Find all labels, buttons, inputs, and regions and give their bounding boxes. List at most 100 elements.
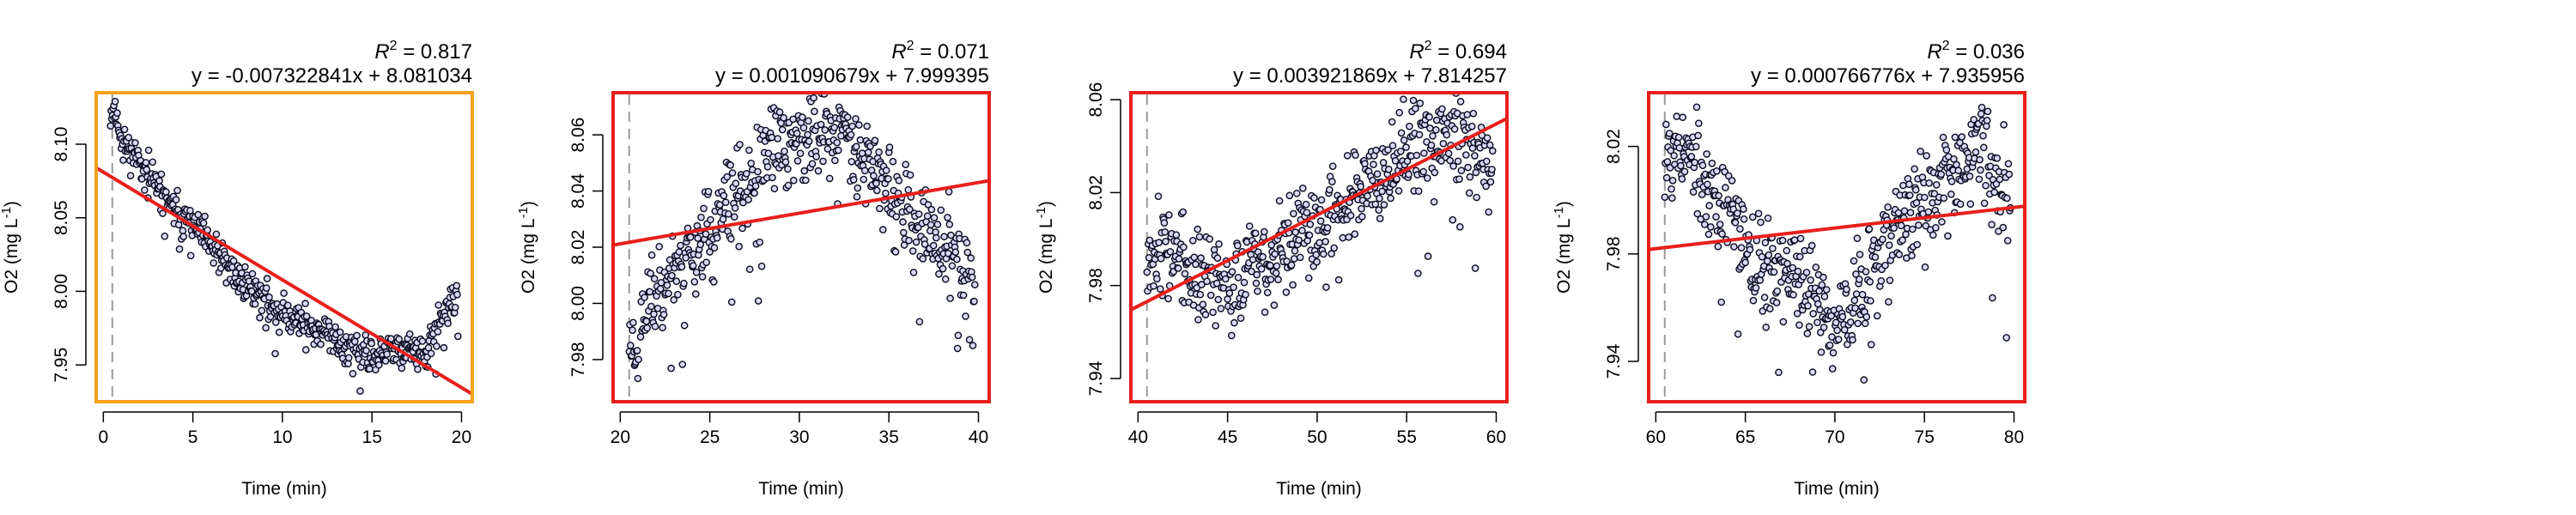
data-point [1457,167,1466,174]
data-point [1295,236,1303,245]
data-point [1722,184,1729,191]
data-point [1261,308,1269,317]
data-point [1754,209,1763,218]
data-point [919,255,927,263]
data-point [1846,318,1855,326]
data-point [1154,192,1163,200]
data-point [1990,188,1998,197]
data-point [1379,159,1388,167]
data-point [1988,221,1996,229]
data-point [1779,318,1788,326]
data-point [647,270,654,277]
data-point [1306,221,1315,228]
data-point [716,201,724,209]
data-point [1746,245,1754,254]
plot-frame [611,91,991,403]
data-point [914,210,923,218]
y-tick-label: 8.06 [1086,82,1106,118]
data-point [1358,212,1366,221]
data-point [1310,194,1318,202]
r-squared-label: R2 = 0.817 [374,39,472,64]
data-point [1351,230,1359,239]
data-point [1291,246,1299,255]
data-point [719,215,727,223]
data-point [1228,268,1236,276]
data-point [1449,215,1457,224]
data-point [702,230,710,239]
data-point [643,324,652,332]
data-point [672,277,681,286]
data-point [1758,252,1766,261]
data-point [963,248,972,257]
data-point [302,312,311,320]
y-tick-label: 7.98 [1086,268,1106,303]
data-point [1851,304,1859,312]
data-point [781,158,790,166]
data-point [680,321,689,330]
data-point [1439,139,1448,148]
data-point [1155,239,1163,246]
data-point [1736,225,1744,233]
data-point [1424,174,1431,182]
data-point [900,228,908,237]
y-tick-label: 8.00 [52,274,71,309]
data-point [1715,191,1722,200]
data-point [301,300,309,307]
data-point [1304,274,1313,282]
data-point [1850,296,1859,305]
data-point [374,360,383,369]
plot-frame [1129,91,1509,403]
data-point [1259,252,1267,261]
data-point [837,131,845,140]
data-point [1429,131,1437,140]
data-point [1372,146,1380,154]
y-tick-label: 7.98 [1604,236,1624,271]
data-point [1982,181,1990,190]
data-point [1855,276,1863,283]
data-point [350,337,359,346]
data-point [1808,368,1817,376]
data-point [647,302,655,311]
data-point [1932,223,1940,232]
data-point [266,312,275,321]
y-tick-label: 7.94 [1604,343,1624,379]
data-point [1773,287,1782,295]
data-point [142,159,150,167]
data-point [1195,233,1204,241]
x-tick-label: 45 [1218,427,1237,447]
data-point [241,263,249,271]
data-point [633,347,641,354]
x-axis-title: Time (min) [241,479,327,499]
data-point [387,335,395,343]
data-point [1234,273,1242,282]
data-point [968,273,976,282]
data-point [1772,299,1781,306]
data-point [1979,143,1988,152]
data-points [625,93,979,383]
data-point [1420,149,1428,157]
data-point [1450,125,1459,133]
data-point [1299,184,1307,192]
data-point [1849,336,1856,344]
data-point [1206,291,1215,300]
data-point [106,122,114,130]
y-tick-label: 8.06 [568,118,588,153]
data-point [1761,239,1770,247]
x-tick-label: 65 [1735,427,1755,447]
data-point [885,143,894,151]
data-point [819,157,827,166]
data-point [912,238,920,246]
data-point [924,201,933,209]
data-point [1704,230,1713,239]
data-point [1291,228,1299,236]
data-point [743,169,750,178]
data-point [1384,146,1392,154]
data-point [1958,133,1965,141]
data-point [453,282,461,290]
data-point [179,227,187,235]
data-point [731,203,739,212]
data-point [1415,130,1424,139]
data-point [1272,269,1280,277]
data-point [1816,328,1825,336]
data-point [1820,324,1828,331]
